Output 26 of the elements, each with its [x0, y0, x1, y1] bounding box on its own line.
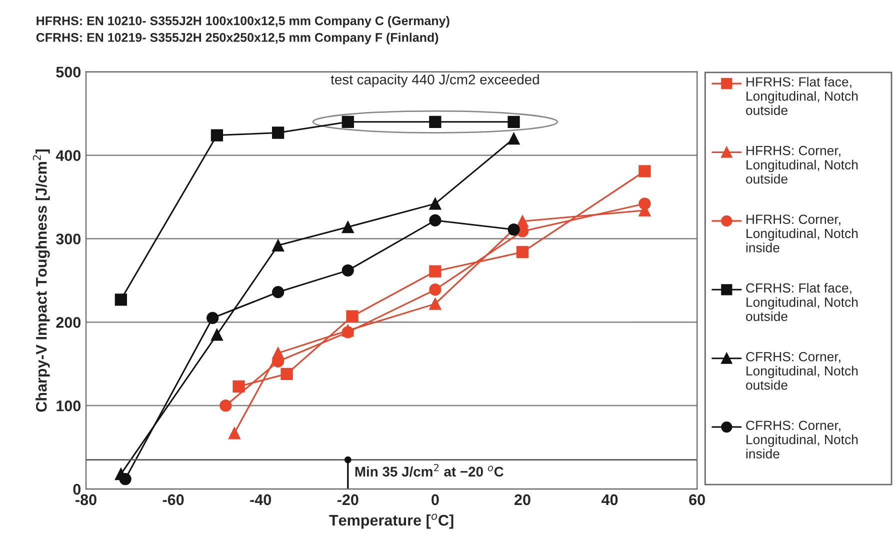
y-tick-label: 200: [56, 317, 81, 328]
chart-title: HFRHS: EN 10210- S355J2H 100x100x12,5 mm Company C (Germany): [36, 16, 450, 28]
y-tick-label: 400: [56, 150, 81, 161]
legend-label: HFRHS: Flat face, Longitudinal, Notch outside: [746, 76, 858, 115]
x-tick-label: -20: [337, 494, 358, 506]
legend-label: CFRHS: Corner, Longitudinal, Notch outside: [746, 352, 858, 390]
y-tick-label: 100: [56, 400, 81, 412]
x-tick-label: -80: [76, 494, 96, 506]
annotation: test capacity 440 J/cm2 exceeded: [330, 74, 539, 88]
y-tick-label: 0: [73, 484, 81, 495]
y-axis-title: Charpy-V Impact Toughness [J/cm$^{2}$]: [32, 149, 50, 412]
legend-label: CFRHS: Corner, Longitudinal, Notch inside: [746, 420, 858, 458]
legend-label: HFRHS: Corner, Longitudinal, Notch inside: [746, 214, 858, 252]
x-tick-label: 60: [689, 494, 705, 506]
x-tick-label: 0: [432, 494, 439, 506]
x-tick-label: -40: [250, 494, 272, 506]
x-tick-label: 40: [602, 494, 618, 506]
annotation: Min 35 J/cm$^{2}$ at −20 $^{o}$C: [355, 464, 504, 477]
x-tick-label: 20: [514, 494, 530, 506]
x-axis-title: Temperature [$^{o}$C]: [329, 514, 454, 529]
y-tick-label: 300: [56, 234, 81, 244]
y-tick-label: 500: [56, 66, 81, 78]
legend-label: HFRHS: Corner, Longitudinal, Notch outside: [746, 146, 858, 184]
x-tick-label: -60: [162, 494, 184, 506]
legend-label: CFRHS: Flat face, Longitudinal, Notch outside: [746, 282, 858, 322]
chart-subtitle: CFRHS: EN 10219- S355J2H 250x250x12,5 mm Company F (Finland): [36, 32, 438, 44]
